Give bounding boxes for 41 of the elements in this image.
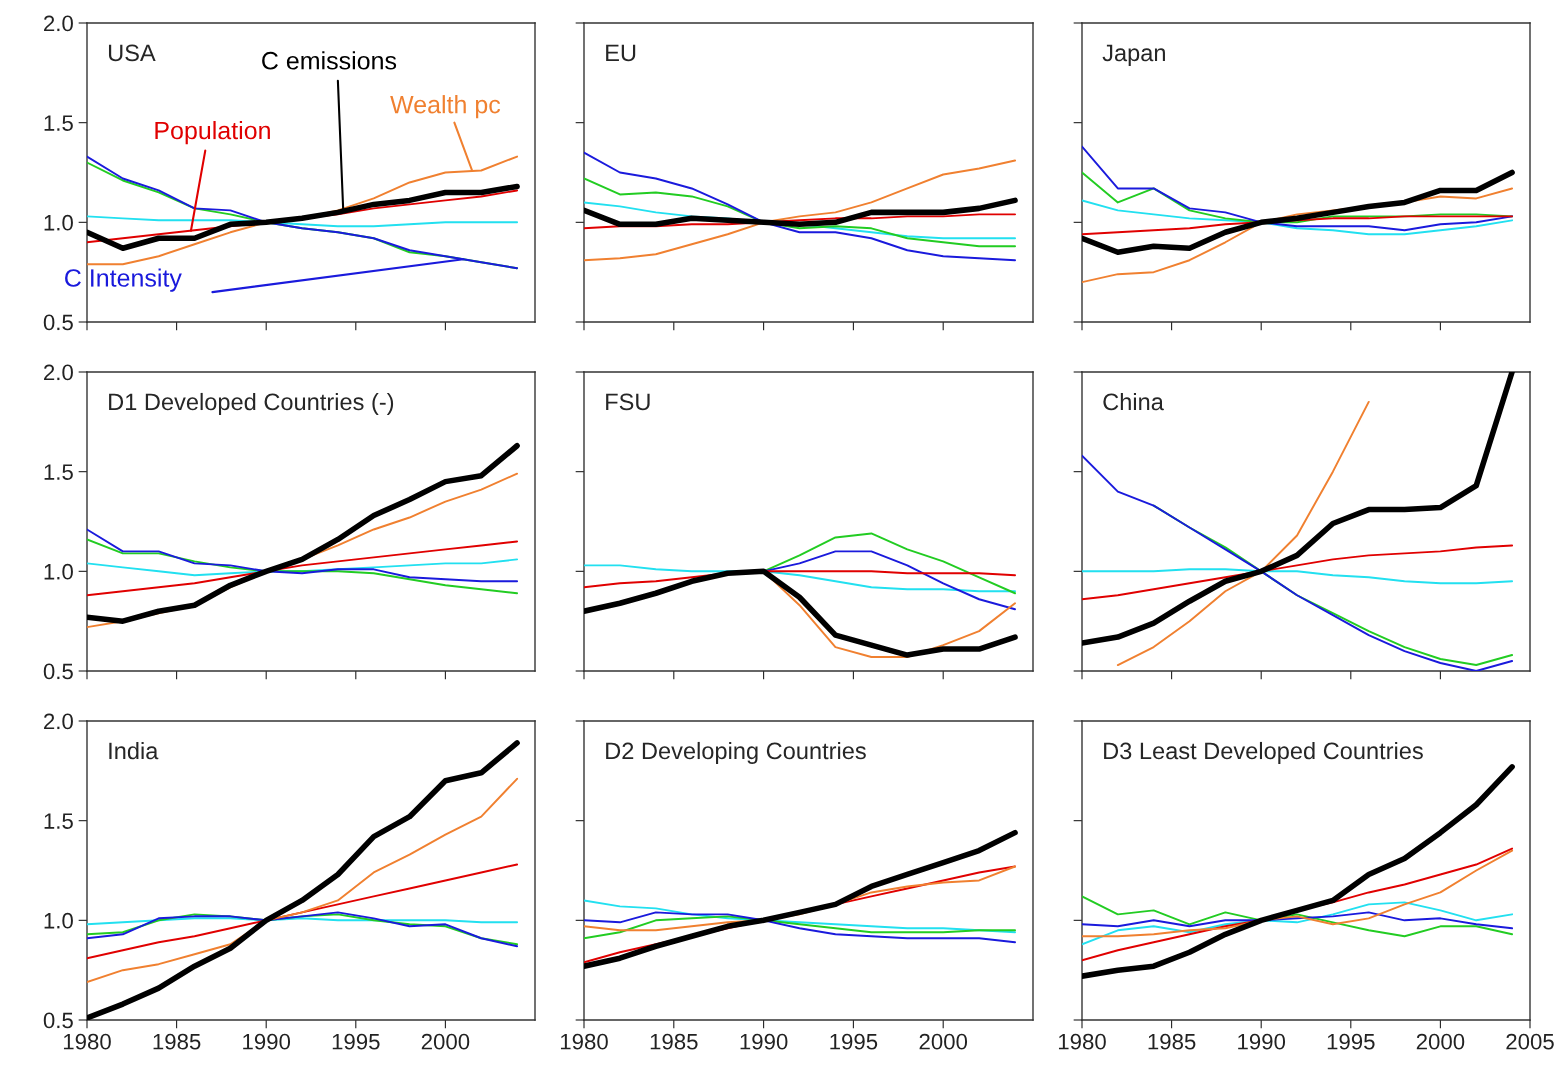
y-tick-label: 1.0 [44,563,73,580]
x-tick-label: 2005 [1506,1033,1554,1050]
text: USA [108,44,156,62]
text: C Intensity [65,268,182,292]
x-tick-label: 1980 [63,1033,111,1050]
x-tick-label: 1995 [1327,1033,1375,1050]
text: D2 Developing Countries [606,741,866,764]
y-tick-label: 1.0 [44,912,73,929]
y-tick-label: 2.0 [44,713,73,730]
text: India [109,741,159,760]
x-tick-label: 1985 [153,1033,201,1050]
text: Population [155,120,270,145]
x-tick-label: 1990 [243,1033,291,1050]
text: Japan [1102,44,1165,66]
x-tick-label: 1995 [830,1033,878,1050]
x-tick-label: 1995 [332,1033,380,1050]
x-tick-label: 1985 [650,1033,698,1050]
y-tick-label: 0.5 [43,1012,73,1029]
x-tick-label: 2000 [1416,1033,1465,1050]
y-tick-label: 1.0 [44,214,73,231]
text: D3 Least Developed Countries [1104,741,1423,764]
x-tick-label: 2000 [919,1033,968,1050]
text: C emissions [262,51,397,70]
y-tick-label: 0.5 [43,314,73,331]
text: D1 Developed Countries (-) [109,392,394,415]
x-tick-label: 1980 [1058,1033,1106,1050]
text: China [1103,392,1164,411]
text: EU [606,44,636,62]
x-tick-label: 1990 [1238,1033,1286,1050]
y-tick-label: 2.0 [44,15,73,32]
x-tick-label: 2000 [421,1033,470,1050]
text: FSU [606,393,650,411]
y-tick-label: 1.5 [44,115,73,131]
y-tick-label: 1.5 [44,813,73,829]
y-tick-label: 2.0 [44,364,73,381]
x-tick-label: 1985 [1148,1033,1196,1050]
x-tick-label: 1990 [740,1033,788,1050]
y-tick-label: 0.5 [43,663,73,680]
series-label: Wealth pc [390,95,501,119]
x-tick-label: 1980 [560,1033,608,1050]
y-tick-label: 1.5 [44,464,73,480]
